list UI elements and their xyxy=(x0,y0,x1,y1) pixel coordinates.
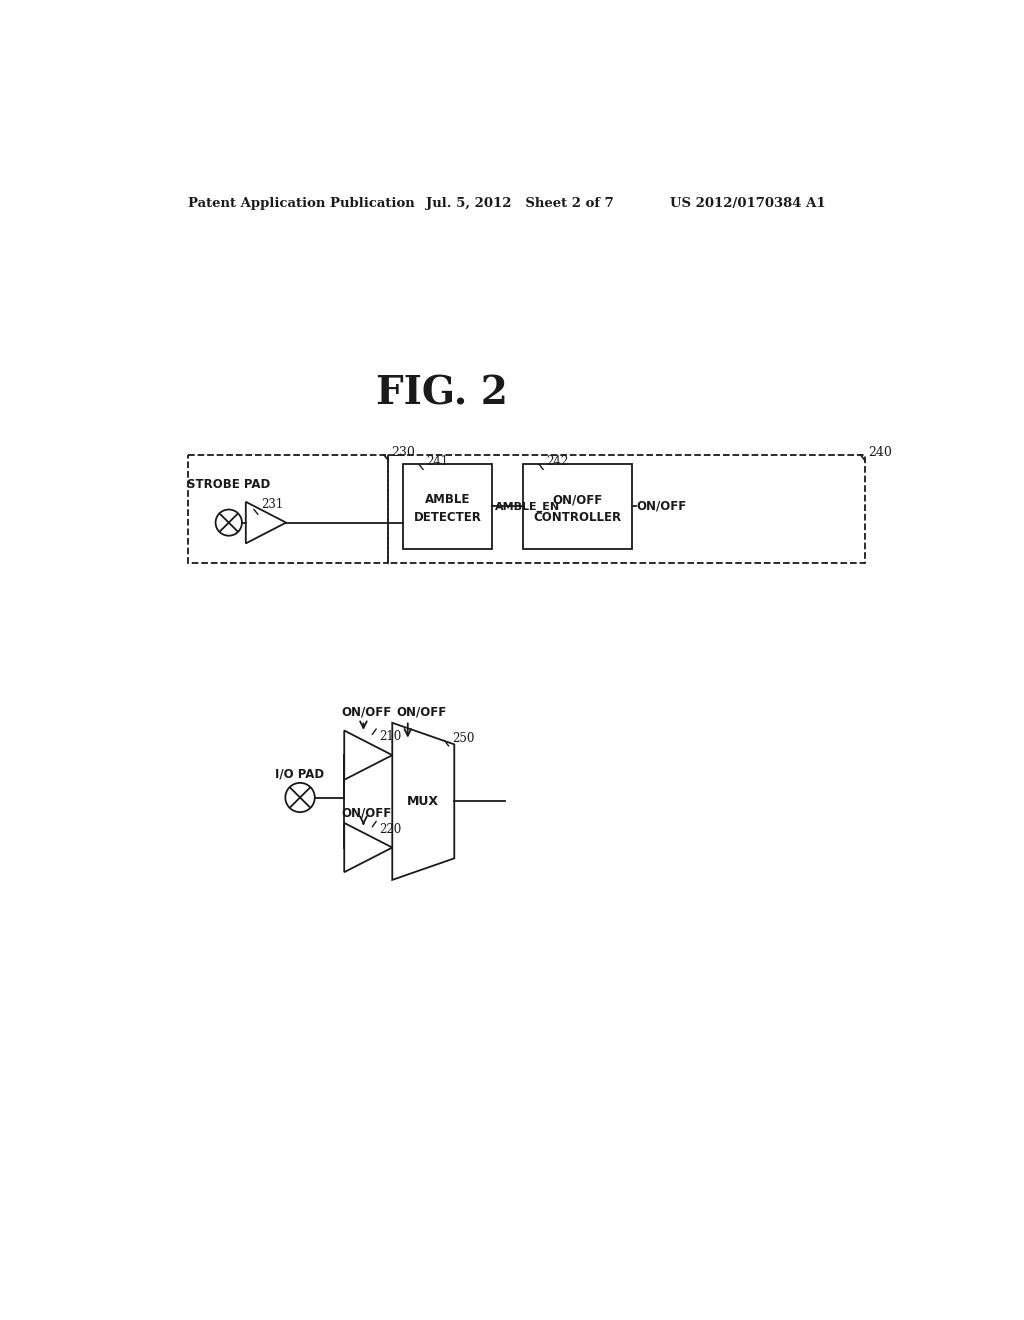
Text: 241: 241 xyxy=(426,455,449,469)
Text: I/O PAD: I/O PAD xyxy=(275,768,325,781)
Text: ON/OFF: ON/OFF xyxy=(636,500,687,513)
Text: AMBLE: AMBLE xyxy=(425,492,470,506)
Text: AMBLE_EN: AMBLE_EN xyxy=(496,502,560,512)
Text: Jul. 5, 2012   Sheet 2 of 7: Jul. 5, 2012 Sheet 2 of 7 xyxy=(426,197,614,210)
Text: 230: 230 xyxy=(391,446,416,459)
Text: ON/OFF: ON/OFF xyxy=(342,807,392,818)
Text: ON/OFF: ON/OFF xyxy=(342,706,392,719)
Text: STROBE PAD: STROBE PAD xyxy=(187,478,270,491)
Text: 210: 210 xyxy=(379,730,401,743)
Text: 250: 250 xyxy=(452,731,474,744)
Text: 240: 240 xyxy=(868,446,892,459)
Text: 231: 231 xyxy=(261,499,284,511)
Text: Patent Application Publication: Patent Application Publication xyxy=(188,197,415,210)
Text: DETECTER: DETECTER xyxy=(414,511,481,524)
Text: ON/OFF: ON/OFF xyxy=(396,706,446,719)
Text: FIG. 2: FIG. 2 xyxy=(376,375,508,412)
Text: 242: 242 xyxy=(547,455,568,469)
Text: ON/OFF: ON/OFF xyxy=(552,492,603,506)
Text: 220: 220 xyxy=(379,822,401,836)
Text: US 2012/0170384 A1: US 2012/0170384 A1 xyxy=(671,197,826,210)
Text: MUX: MUX xyxy=(408,795,439,808)
Text: CONTROLLER: CONTROLLER xyxy=(534,511,622,524)
